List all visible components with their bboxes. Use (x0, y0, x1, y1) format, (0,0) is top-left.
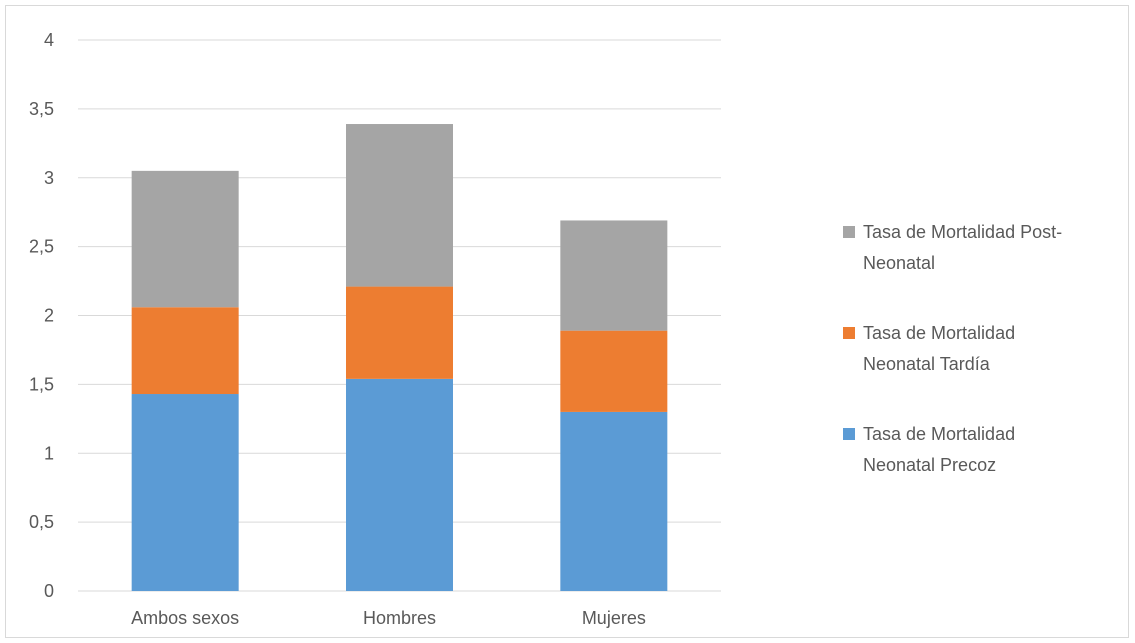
chart-area: 0 0,5 1 1,5 2 2,5 3 3,5 4 Ambos sexos Hombres Muje… (5, 5, 1129, 638)
y-tick-label: 1,5 (29, 374, 54, 394)
legend-label: Tasa de Mortalidad (863, 424, 1015, 444)
bar-segment (131, 394, 239, 591)
y-tick-label: 2 (44, 306, 54, 326)
bars (131, 124, 668, 591)
legend-label: Neonatal Tardía (863, 354, 991, 374)
legend-label: Tasa de Mortalidad (863, 323, 1015, 343)
y-tick-label: 2,5 (29, 237, 54, 257)
y-tick-label: 1 (44, 443, 54, 463)
y-tick-label: 3,5 (29, 99, 54, 119)
bar-segment (346, 124, 453, 287)
bar-segment (346, 286, 453, 379)
bar-segment (131, 307, 239, 395)
legend-label: Tasa de Mortalidad Post- (863, 222, 1062, 242)
y-tick-label: 0 (44, 581, 54, 601)
y-tick-label: 4 (44, 30, 54, 50)
bar-segment (560, 411, 668, 591)
legend-swatch (843, 327, 855, 339)
legend: Tasa de Mortalidad Post- Neonatal Tasa de … (843, 222, 1062, 475)
bar-segment (560, 330, 668, 412)
bar-segment (346, 378, 453, 591)
legend-label: Neonatal (863, 253, 935, 273)
x-category-label: Mujeres (582, 608, 646, 628)
bar-segment (131, 170, 239, 308)
stacked-bar-chart: 0 0,5 1 1,5 2 2,5 3 3,5 4 Ambos sexos Hombres Muje… (29, 30, 1062, 628)
x-axis-category-labels: Ambos sexos Hombres Mujeres (131, 608, 646, 628)
legend-swatch (843, 428, 855, 440)
x-category-label: Ambos sexos (131, 608, 239, 628)
y-tick-label: 3 (44, 168, 54, 188)
y-tick-label: 0,5 (29, 512, 54, 532)
bar-segment (560, 220, 668, 331)
x-category-label: Hombres (363, 608, 436, 628)
legend-swatch (843, 226, 855, 238)
legend-label: Neonatal Precoz (863, 455, 996, 475)
y-axis-tick-labels: 0 0,5 1 1,5 2 2,5 3 3,5 4 (29, 30, 54, 601)
